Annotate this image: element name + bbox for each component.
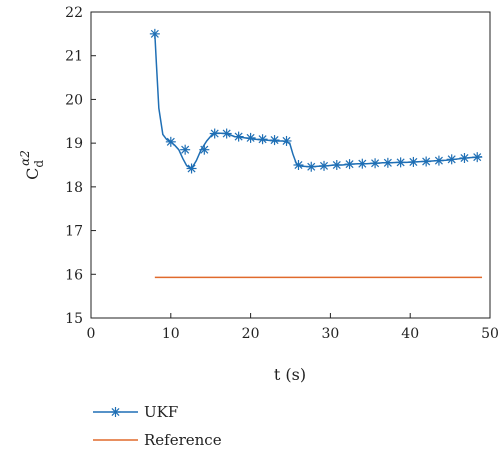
data-point-ukf [472,152,483,163]
x-tick-label: 30 [321,326,339,342]
data-point-ukf [395,157,406,168]
x-axis-title: t (s) [274,365,306,384]
data-point-ukf [199,144,210,155]
data-point-ukf [186,163,197,174]
data-point-ukf [370,158,381,169]
y-tick-label: 20 [65,92,83,108]
x-tick-label: 50 [481,326,499,342]
x-axis-ticks: 0 10 20 30 40 50 [87,313,499,342]
y-axis-ticks: 15 16 17 18 19 20 21 22 [65,5,96,327]
series-layer [149,28,483,279]
data-point-ukf [446,154,457,165]
legend-label-reference: Reference [144,431,222,449]
data-point-ukf [149,28,160,39]
data-point-ukf [459,153,470,164]
x-tick-label: 40 [401,326,419,342]
data-point-ukf [433,155,444,166]
y-tick-label: 22 [65,5,83,21]
data-point-ukf [209,128,220,139]
data-point-ukf [281,135,292,146]
legend-marker-star [110,407,121,417]
data-point-ukf [221,128,232,139]
y-tick-label: 21 [65,49,83,65]
y-axis-title-base: C [23,168,42,180]
data-point-ukf [306,161,317,172]
data-point-ukf [293,160,304,170]
y-axis-title: Cdα2 [18,150,46,180]
legend-item-reference: Reference [93,431,222,449]
legend: UKF Reference [93,403,222,449]
data-point-ukf [245,132,256,143]
data-point-ukf [408,156,419,167]
data-point-ukf [331,160,342,170]
legend-label-ukf: UKF [144,403,178,421]
y-tick-label: 17 [65,224,83,240]
data-point-ukf [165,136,176,147]
y-tick-label: 19 [65,136,83,152]
plot-frame [90,11,491,319]
y-tick-label: 15 [65,311,83,327]
legend-item-ukf: UKF [93,403,178,421]
legend-marker-ukf [110,407,121,417]
data-point-ukf [357,158,368,169]
x-tick-label: 20 [242,326,260,342]
y-axis-title-superscript: α2 [18,150,32,166]
data-point-ukf [421,156,432,167]
y-tick-label: 16 [65,267,83,283]
data-point-ukf [319,160,330,171]
x-tick-label: 0 [87,326,96,342]
data-point-ukf [269,135,280,146]
x-tick-label: 10 [162,326,180,342]
data-point-ukf [180,144,191,155]
y-tick-label: 18 [65,180,83,196]
svg-text:Cdα2: Cdα2 [18,150,46,180]
data-point-ukf [233,131,244,142]
data-point-ukf [257,134,268,145]
data-point-ukf [382,157,393,168]
series-line-ukf [154,33,483,170]
data-point-ukf [344,159,355,170]
y-axis-title-subscript: d [32,160,46,168]
